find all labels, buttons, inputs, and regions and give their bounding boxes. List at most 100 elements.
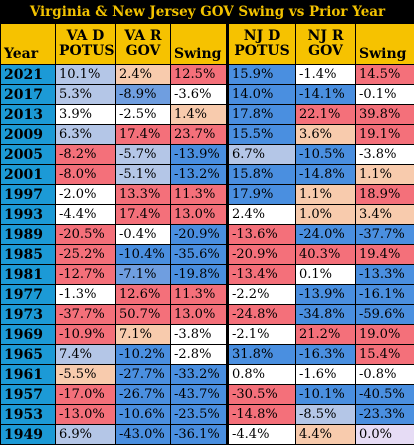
nj-d-potus-cell: -24.8% (226, 304, 296, 325)
va-swing-cell: 11.3% (170, 284, 228, 305)
va-swing-cell: 1.4% (170, 104, 228, 125)
nj-d-potus-cell: -2.2% (226, 284, 296, 305)
nj-d-potus-cell: -4.4% (226, 424, 296, 445)
nj-r-gov-cell: 3.6% (295, 124, 356, 145)
nj-d-potus-cell: 15.8% (226, 164, 296, 185)
va-d-potus-cell: 10.1% (55, 64, 116, 85)
table-row: 2005 -8.2% -5.7% -13.9% 6.7% -10.5% -3.8% (0, 144, 414, 165)
nj-swing-cell: 39.8% (355, 104, 414, 125)
va-r-gov-cell: 13.3% (115, 184, 171, 205)
nj-swing-cell: -16.1% (355, 284, 414, 305)
va-d-potus-cell: -13.0% (55, 404, 116, 425)
nj-d-potus-cell: 0.8% (226, 364, 296, 385)
year-cell: 1977 (0, 284, 56, 305)
nj-swing-cell: -23.3% (355, 404, 414, 425)
va-d-potus-cell: 3.9% (55, 104, 116, 125)
header-year: Year (0, 23, 56, 65)
nj-d-potus-cell: 6.7% (226, 144, 296, 165)
nj-r-gov-cell: 40.3% (295, 244, 356, 265)
nj-r-gov-cell: -10.1% (295, 384, 356, 405)
year-cell: 1989 (0, 224, 56, 245)
nj-r-gov-cell: 1.0% (295, 204, 356, 225)
va-d-potus-cell: -1.3% (55, 284, 116, 305)
va-swing-cell: -3.8% (170, 324, 228, 345)
table-row: 1965 7.4% -10.2% -2.8% 31.8% -16.3% 15.4% (0, 344, 414, 365)
title-row: Virginia & New Jersey GOV Swing vs Prior… (0, 0, 414, 24)
va-swing-cell: 13.0% (170, 304, 228, 325)
va-r-gov-cell: 12.6% (115, 284, 171, 305)
va-r-gov-cell: 50.7% (115, 304, 171, 325)
table-row: 1949 6.9% -43.0% -36.1% -4.4% 4.4% 0.0% (0, 424, 414, 445)
year-cell: 1981 (0, 264, 56, 285)
nj-swing-cell: -0.8% (355, 364, 414, 385)
va-r-gov-cell: 7.1% (115, 324, 171, 345)
nj-swing-cell: 18.9% (355, 184, 414, 205)
va-r-gov-cell: -7.1% (115, 264, 171, 285)
nj-r-gov-cell: 22.1% (295, 104, 356, 125)
year-cell: 1957 (0, 384, 56, 405)
va-swing-cell: -23.5% (170, 404, 228, 425)
nj-swing-cell: -3.8% (355, 144, 414, 165)
nj-r-gov-cell: 4.4% (295, 424, 356, 445)
nj-r-gov-cell: 0.1% (295, 264, 356, 285)
va-d-potus-cell: -20.5% (55, 224, 116, 245)
va-d-potus-cell: -25.2% (55, 244, 116, 265)
nj-swing-cell: 1.1% (355, 164, 414, 185)
nj-d-potus-cell: 15.9% (226, 64, 296, 85)
year-cell: 1985 (0, 244, 56, 265)
nj-r-gov-cell: 21.2% (295, 324, 356, 345)
va-swing-cell: -13.9% (170, 144, 228, 165)
va-r-gov-cell: -10.2% (115, 344, 171, 365)
nj-swing-cell: -0.1% (355, 84, 414, 105)
table-row: 2021 10.1% 2.4% 12.5% 15.9% -1.4% 14.5% (0, 64, 414, 85)
nj-d-potus-cell: 17.9% (226, 184, 296, 205)
nj-swing-cell: 19.1% (355, 124, 414, 145)
nj-d-potus-cell: 14.0% (226, 84, 296, 105)
table-row: 2009 6.3% 17.4% 23.7% 15.5% 3.6% 19.1% (0, 124, 414, 145)
nj-r-gov-cell: -24.0% (295, 224, 356, 245)
va-swing-cell: 11.3% (170, 184, 228, 205)
va-r-gov-cell: -8.9% (115, 84, 171, 105)
year-cell: 1953 (0, 404, 56, 425)
nj-d-potus-cell: -30.5% (226, 384, 296, 405)
va-d-potus-cell: -37.7% (55, 304, 116, 325)
va-swing-cell: 13.0% (170, 204, 228, 225)
va-r-gov-cell: 2.4% (115, 64, 171, 85)
year-cell: 1969 (0, 324, 56, 345)
va-r-gov-cell: -5.1% (115, 164, 171, 185)
va-r-gov-cell: -10.4% (115, 244, 171, 265)
va-r-gov-cell: 17.4% (115, 204, 171, 225)
va-r-gov-cell: -10.6% (115, 404, 171, 425)
header-va-r-gov: VA R GOV (115, 23, 171, 65)
va-d-potus-cell: -2.0% (55, 184, 116, 205)
year-cell: 2021 (0, 64, 56, 85)
table-row: 1969 -10.9% 7.1% -3.8% -2.1% 21.2% 19.0% (0, 324, 414, 345)
table-row: 1973 -37.7% 50.7% 13.0% -24.8% -34.8% -59.6% (0, 304, 414, 325)
va-swing-cell: 23.7% (170, 124, 228, 145)
va-d-potus-cell: -8.0% (55, 164, 116, 185)
nj-swing-cell: 19.0% (355, 324, 414, 345)
year-cell: 1965 (0, 344, 56, 365)
table-row: 2001 -8.0% -5.1% -13.2% 15.8% -14.8% 1.1% (0, 164, 414, 185)
table-row: 1953 -13.0% -10.6% -23.5% -14.8% -8.5% -23.3% (0, 404, 414, 425)
table-row: 1997 -2.0% 13.3% 11.3% 17.9% 1.1% 18.9% (0, 184, 414, 205)
nj-r-gov-cell: -13.9% (295, 284, 356, 305)
year-cell: 2013 (0, 104, 56, 125)
va-d-potus-cell: -10.9% (55, 324, 116, 345)
table-title: Virginia & New Jersey GOV Swing vs Prior… (0, 0, 414, 24)
va-r-gov-cell: -27.7% (115, 364, 171, 385)
va-swing-cell: -2.8% (170, 344, 228, 365)
va-swing-cell: -35.6% (170, 244, 228, 265)
year-cell: 1993 (0, 204, 56, 225)
header-va-swing: Swing (170, 23, 228, 65)
va-swing-cell: -43.7% (170, 384, 228, 405)
table-row: 1961 -5.5% -27.7% -33.2% 0.8% -1.6% -0.8% (0, 364, 414, 385)
table-row: 1957 -17.0% -26.7% -43.7% -30.5% -10.1% -40.5% (0, 384, 414, 405)
nj-r-gov-cell: -10.5% (295, 144, 356, 165)
nj-r-gov-cell: 1.1% (295, 184, 356, 205)
va-r-gov-cell: 17.4% (115, 124, 171, 145)
va-r-gov-cell: -0.4% (115, 224, 171, 245)
va-swing-cell: -36.1% (170, 424, 228, 445)
